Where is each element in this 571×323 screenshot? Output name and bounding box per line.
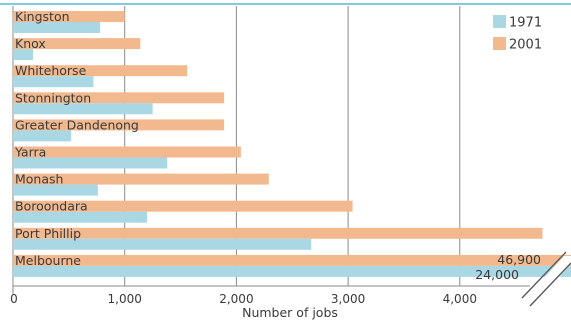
legend-swatch-1971: [493, 15, 506, 28]
category-label-port-phillip: Port Phillip: [15, 226, 81, 241]
bar-1971-port-phillip: [13, 238, 312, 250]
bar-1971-boroondara: [13, 211, 148, 223]
bar-2001-kingston: [13, 11, 125, 22]
bar-1971-melbourne: [13, 265, 571, 277]
value-label-2001-melbourne: 46,900: [497, 252, 541, 267]
axis-break-gap: [524, 256, 571, 306]
bar-1971-monash: [13, 184, 98, 196]
legend-label-2001: 2001: [509, 38, 542, 53]
category-label-whitehorse: Whitehorse: [15, 63, 87, 78]
category-label-knox: Knox: [15, 36, 46, 51]
x-axis-label: Number of jobs: [242, 305, 338, 320]
category-label-melbourne: Melbourne: [15, 253, 81, 268]
category-label-greater-dandenong: Greater Dandenong: [15, 117, 139, 132]
bar-1971-kingston: [13, 22, 101, 33]
bar-2001-monash: [13, 173, 269, 185]
x-tick-labels: 0 1,000 2,000 3,000 4,000: [10, 292, 477, 306]
x-tick-label-2000: 2,000: [219, 292, 253, 306]
bar-1971-whitehorse: [13, 76, 94, 88]
bar-1971-knox: [13, 49, 34, 61]
bar-1971-greater-dandenong: [13, 130, 72, 142]
x-tick-label-3000: 3,000: [331, 292, 365, 306]
bars: [13, 11, 571, 277]
bar-1971-stonnington: [13, 103, 153, 115]
bar-2001-yarra: [13, 146, 241, 158]
x-tick-label-0: 0: [10, 292, 18, 306]
x-tick-label-4000: 4,000: [443, 292, 477, 306]
category-label-stonnington: Stonnington: [15, 90, 91, 105]
axis-break-stroke-2: [529, 262, 571, 307]
bar-2001-melbourne: [13, 254, 571, 266]
bar-1971-yarra: [13, 157, 168, 169]
bar-2001-whitehorse: [13, 65, 188, 77]
bar-2001-port-phillip: [13, 227, 543, 239]
legend-label-1971: 1971: [509, 16, 542, 31]
bar-2001-boroondara: [13, 200, 353, 212]
x-tick-label-1000: 1,000: [108, 292, 142, 306]
bar-2001-knox: [13, 38, 141, 50]
category-label-yarra: Yarra: [14, 145, 46, 160]
legend: 1971 2001: [493, 15, 542, 53]
bar-2001-stonnington: [13, 92, 225, 104]
value-label-1971-melbourne: 24,000: [475, 267, 519, 282]
bar-2001-greater-dandenong: [13, 119, 225, 131]
legend-swatch-2001: [493, 37, 506, 50]
category-labels: Kingston Knox Whitehorse Stonnington Greater…: [14, 9, 139, 268]
category-label-kingston: Kingston: [15, 9, 70, 24]
category-label-monash: Monash: [15, 172, 63, 187]
axis-break-stroke-1: [521, 251, 567, 299]
category-label-boroondara: Boroondara: [15, 199, 88, 214]
